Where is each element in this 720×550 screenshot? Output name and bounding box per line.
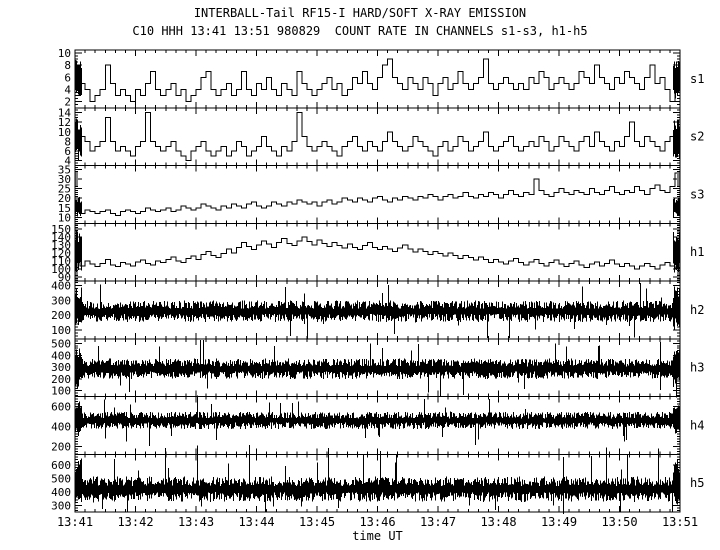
channel-label-s3: s3 [690,187,704,201]
channel-label-s2: s2 [690,130,704,144]
ytick-label-s3-15: 15 [58,202,71,215]
ytick-label-s2-6: 6 [64,145,71,158]
ytick-label-s2-14: 14 [58,107,72,120]
ytick-label-h1-100: 100 [51,263,71,276]
xtick-label-3: 13:44 [238,515,274,529]
series-h4 [75,395,680,446]
xtick-label-8: 13:49 [541,515,577,529]
ytick-label-h1-110: 110 [51,255,71,268]
ytick-label-s1-4: 4 [64,84,71,97]
ytick-label-h1-140: 140 [51,231,71,244]
channel-label-h1: h1 [690,245,704,259]
edge-burst-h2 [75,286,680,330]
ytick-label-s1-2: 2 [64,96,71,109]
ytick-label-h2-200: 200 [51,309,71,322]
ytick-label-h4-600: 600 [51,400,71,413]
ytick-label-h3-400: 400 [51,349,71,362]
chart-title: INTERBALL-Tail RF15-I HARD/SOFT X-RAY EM… [193,6,527,20]
panel-frame-h1 [74,222,681,282]
ytick-label-h3-500: 500 [51,337,71,350]
xtick-label-6: 13:47 [420,515,456,529]
ytick-label-h2-300: 300 [51,294,71,307]
ytick-label-h5-500: 500 [51,472,71,485]
edge-burst-h4 [75,401,680,436]
ytick-label-h5-400: 400 [51,486,71,499]
ytick-label-h3-100: 100 [51,385,71,398]
chart-subtitle: C10 HHH 13:41 13:51 980829 COUNT RATE IN… [132,24,588,38]
ytick-label-s2-12: 12 [58,116,71,129]
ytick-label-h1-90: 90 [58,271,71,284]
xtick-label-7: 13:48 [480,515,516,529]
xtick-label-1: 13:42 [117,515,153,529]
xtick-label-9: 13:50 [601,515,637,529]
ytick-label-s1-6: 6 [64,71,71,84]
series-h1 [75,236,680,270]
ytick-label-h1-130: 130 [51,239,71,252]
ytick-label-s2-8: 8 [64,135,71,148]
series-s1 [75,58,680,103]
xtick-label-0: 13:41 [57,515,93,529]
ytick-label-s1-10: 10 [58,47,71,60]
edge-burst-h1 [75,230,680,273]
edge-burst-h5 [75,458,680,505]
channel-label-h3: h3 [690,361,704,375]
ytick-label-s2-10: 10 [58,126,71,139]
edge-burst-h3 [75,348,680,390]
ytick-label-s2-4: 4 [64,155,71,168]
edge-burst-s2 [75,118,680,161]
series-h2 [75,283,680,340]
ytick-label-h1-120: 120 [51,247,71,260]
series-s2 [75,112,680,162]
ticks-h1 [74,223,681,281]
ytick-label-s3-10: 10 [58,211,71,224]
xtick-label-5: 13:46 [359,515,395,529]
ytick-label-h2-100: 100 [51,324,71,337]
ytick-label-s3-25: 25 [58,183,71,196]
ytick-label-h4-400: 400 [51,420,71,433]
channel-label-s1: s1 [690,72,704,86]
x-axis-title: time UT [352,529,403,543]
ytick-label-s3-20: 20 [58,192,71,205]
ytick-label-s1-8: 8 [64,59,71,72]
channel-label-h2: h2 [690,303,704,317]
series-h3 [75,339,680,398]
edge-burst-s1 [75,59,680,99]
ytick-label-h4-200: 200 [51,440,71,453]
xtick-label-2: 13:43 [178,515,214,529]
ytick-label-h2-400: 400 [51,279,71,292]
channel-label-h5: h5 [690,476,704,490]
ytick-label-h5-600: 600 [51,459,71,472]
series-s3 [75,172,680,217]
ticks-s3 [74,165,681,224]
ytick-label-h1-150: 150 [51,223,71,236]
xtick-label-10: 13:51 [662,515,698,529]
xtick-label-4: 13:45 [299,515,335,529]
edge-burst-s3 [75,197,680,217]
ytick-label-h3-300: 300 [51,361,71,374]
ytick-label-h3-200: 200 [51,373,71,386]
ytick-label-h5-300: 300 [51,499,71,512]
ytick-label-s3-30: 30 [58,173,71,186]
channel-label-h4: h4 [690,418,704,432]
ytick-label-s3-35: 35 [58,163,71,176]
